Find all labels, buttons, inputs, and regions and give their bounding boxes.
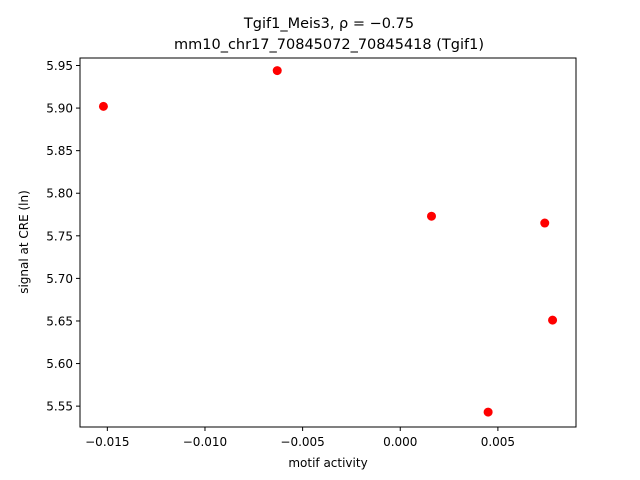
y-tick-label: 5.85 xyxy=(46,144,73,158)
y-tick-label: 5.60 xyxy=(46,357,73,371)
x-axis-label: motif activity xyxy=(288,456,367,470)
scatter-point xyxy=(483,407,493,417)
x-tick-label: −0.010 xyxy=(183,435,227,449)
x-tick-label: −0.015 xyxy=(85,435,129,449)
scatter-point xyxy=(426,211,436,221)
x-axis-ticks: −0.015 −0.010 −0.005 0.000 0.005 xyxy=(85,427,515,449)
y-tick-label: 5.80 xyxy=(46,187,73,201)
scatter-point xyxy=(548,315,558,325)
y-tick-label: 5.75 xyxy=(46,229,73,243)
y-axis-ticks: 5.55 5.60 5.65 5.70 5.75 5.80 5.85 5.90 5.95 xyxy=(46,59,80,414)
plot-area-frame xyxy=(79,57,577,428)
y-tick-label: 5.95 xyxy=(46,59,73,73)
scatter-point xyxy=(98,101,108,111)
y-tick-label: 5.70 xyxy=(46,272,73,286)
chart-title: Tgif1_Meis3, ρ = −0.75 xyxy=(243,16,414,32)
y-tick-label: 5.90 xyxy=(46,102,73,116)
x-tick-label: 0.000 xyxy=(383,435,417,449)
x-tick-label: 0.005 xyxy=(481,435,515,449)
x-tick-label: −0.005 xyxy=(280,435,324,449)
chart-subtitle: mm10_chr17_70845072_70845418 (Tgif1) xyxy=(174,37,484,53)
scatter-point xyxy=(540,218,550,228)
y-tick-label: 5.65 xyxy=(46,314,73,328)
scatter-point xyxy=(272,66,282,76)
data-points xyxy=(98,66,558,417)
y-axis-label: signal at CRE (ln) xyxy=(17,190,31,294)
y-tick-label: 5.55 xyxy=(46,400,73,414)
